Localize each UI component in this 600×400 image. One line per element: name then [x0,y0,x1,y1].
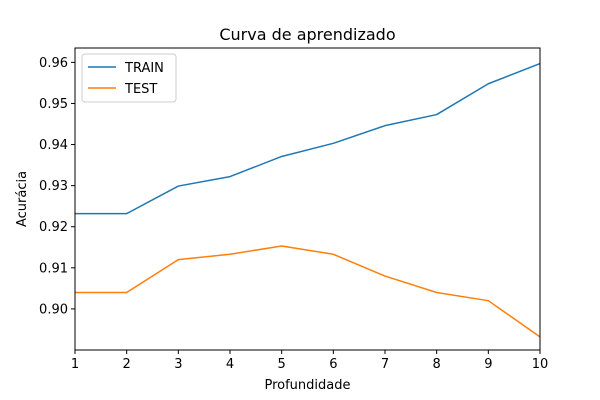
x-tick-label: 8 [433,357,441,372]
y-tick-label: 0.92 [39,220,68,235]
legend-label-test: TEST [124,82,157,97]
x-tick-label: 7 [381,357,389,372]
x-tick-label: 2 [123,357,131,372]
x-tick-label: 9 [484,357,492,372]
legend-frame [81,53,177,103]
x-tick-label: 1 [71,357,79,372]
chart-title: Curva de aprendizado [219,25,395,44]
legend: TRAIN TEST [81,53,177,103]
x-tick-label: 5 [278,357,286,372]
series-line-test [75,245,541,338]
y-axis-title: Acurácia [15,171,30,227]
x-tick-label: 4 [226,357,234,372]
x-tick-label: 6 [329,357,337,372]
legend-label-train: TRAIN [124,61,164,76]
axes-frame [74,47,541,351]
y-axis-ticks: 0.90 0.91 0.92 0.93 0.94 0.95 0.96 [39,56,75,317]
y-tick-label: 0.95 [39,97,68,112]
x-axis-title: Profundidade [264,378,350,393]
x-tick-label: 3 [174,357,182,372]
y-tick-label: 0.93 [39,179,68,194]
y-tick-label: 0.91 [39,261,68,276]
plot-area [74,47,541,351]
y-tick-label: 0.90 [39,302,68,317]
x-axis-ticks: 1 2 3 4 5 6 7 8 9 10 [71,350,548,372]
series-lines [75,62,541,338]
series-line-train [75,62,541,215]
y-tick-label: 0.94 [39,138,68,153]
x-tick-label: 10 [532,357,549,372]
y-tick-label: 0.96 [39,56,68,71]
